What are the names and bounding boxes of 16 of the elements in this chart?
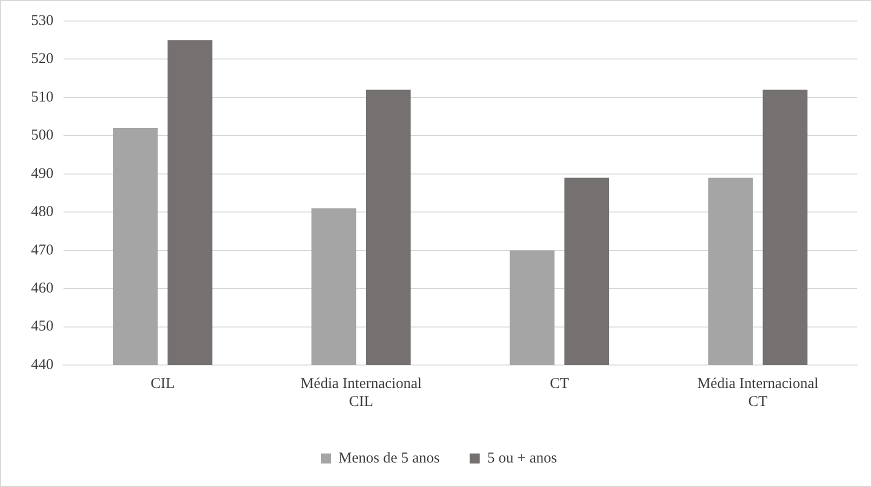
y-tick-label: 490 — [31, 166, 54, 182]
y-tick-label: 530 — [31, 12, 54, 29]
x-tick-label: CIL — [150, 376, 175, 392]
x-tick-label: Média Internacional CIL — [300, 376, 422, 410]
legend-label: Menos de 5 anos — [338, 450, 440, 466]
y-tick-label: 520 — [31, 51, 54, 68]
x-tick-label: CT — [550, 376, 570, 392]
y-tick-label: 470 — [31, 242, 54, 258]
y-tick-label: 450 — [31, 318, 54, 335]
y-tick-label: 480 — [31, 204, 54, 220]
legend-label: 5 ou + anos — [487, 450, 558, 466]
y-tick-label: 460 — [31, 280, 54, 296]
y-tick-label: 500 — [31, 128, 54, 144]
y-tick-label: 510 — [31, 89, 54, 106]
y-tick-label: 440 — [31, 356, 54, 373]
x-tick-label: Média Internacional CT — [697, 376, 818, 410]
